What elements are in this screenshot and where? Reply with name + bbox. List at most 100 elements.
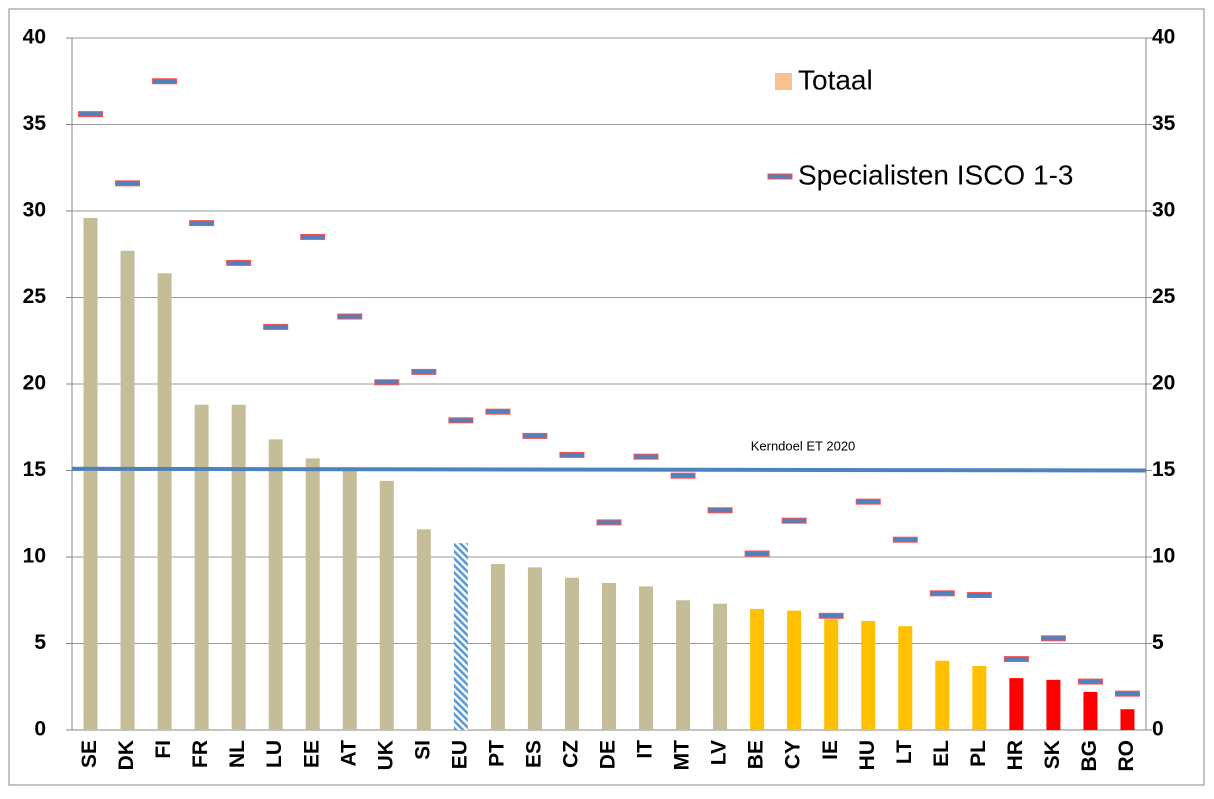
bar (157, 273, 172, 730)
x-tick-label: FI (152, 740, 175, 759)
marker (411, 368, 437, 375)
x-tick-label: DK (115, 740, 138, 770)
x-tick-label: IE (819, 740, 842, 760)
marker (670, 472, 696, 479)
y-tick-label: 10 (23, 545, 46, 568)
y2-tick-label: 35 (1152, 112, 1176, 135)
marker (818, 612, 844, 619)
bar (342, 470, 357, 730)
bar (1083, 691, 1098, 730)
bar (824, 619, 839, 730)
marker (300, 233, 326, 240)
marker (855, 498, 881, 505)
marker (78, 111, 104, 118)
marker (633, 453, 659, 460)
marker (263, 323, 289, 330)
bar (1009, 678, 1024, 730)
y-tick-label: 5 (34, 631, 46, 654)
marker (337, 313, 363, 320)
marker (781, 517, 807, 524)
bar (231, 404, 246, 730)
x-tick-label: PT (485, 740, 508, 767)
marker (189, 220, 215, 227)
bar (750, 608, 765, 730)
x-tick-label: EU (448, 740, 471, 769)
x-tick-label: HU (856, 740, 879, 770)
x-tick-label: BE (745, 740, 768, 769)
bar (194, 404, 209, 730)
reference-label: Kerndoel ET 2020 (751, 438, 856, 453)
x-tick-label: EL (930, 740, 953, 767)
y2-tick-label: 15 (1152, 458, 1176, 481)
y2-tick-label: 30 (1152, 199, 1175, 222)
marker (152, 78, 178, 85)
marker (522, 432, 548, 439)
y-tick-label: 35 (23, 112, 47, 135)
x-tick-label: EE (300, 740, 323, 768)
x-tick-label: PL (967, 740, 990, 767)
bar (676, 600, 691, 730)
bar (1120, 709, 1135, 730)
x-tick-label: CY (782, 740, 805, 769)
y2-tick-label: 40 (1152, 26, 1175, 49)
x-tick-label: FR (189, 740, 212, 768)
bar (935, 660, 950, 730)
y2-tick-label: 5 (1152, 631, 1164, 654)
bar (861, 621, 876, 730)
marker (966, 592, 992, 599)
bar (1046, 679, 1061, 730)
bar (379, 480, 394, 730)
y-tick-label: 30 (23, 199, 46, 222)
x-tick-label: NL (226, 740, 249, 768)
bar (416, 529, 431, 730)
x-tick-label: BG (1078, 740, 1101, 772)
x-tick-label: IT (634, 740, 657, 759)
x-tick-label: CZ (560, 740, 583, 768)
x-tick-label: SE (78, 740, 101, 768)
y-tick-label: 15 (23, 458, 47, 481)
bar (639, 586, 654, 730)
x-tick-label: UK (374, 740, 397, 770)
marker (374, 379, 400, 386)
marker (1077, 678, 1103, 685)
legend-marker (767, 173, 793, 180)
marker (485, 408, 511, 415)
y-tick-label: 20 (23, 372, 46, 395)
frame (8, 8, 1205, 786)
marker (707, 507, 733, 514)
y2-tick-label: 0 (1152, 718, 1164, 741)
marker (448, 417, 474, 424)
x-tick-label: HR (1004, 740, 1027, 770)
marker (744, 550, 770, 557)
marker (1040, 635, 1066, 642)
bar (120, 250, 135, 731)
marker (1114, 690, 1140, 697)
x-tick-label: RO (1115, 740, 1138, 772)
bar (305, 458, 320, 730)
reference-line (71, 466, 1147, 473)
bar (898, 626, 913, 730)
marker (596, 519, 622, 526)
bar (564, 577, 579, 730)
bar (972, 665, 987, 730)
x-tick-label: LT (893, 740, 916, 764)
y-tick-label: 0 (34, 718, 46, 741)
marker (115, 180, 141, 187)
bar (527, 567, 542, 730)
bar (602, 582, 616, 730)
bar (268, 439, 283, 730)
bar (453, 543, 468, 730)
legend-swatch (775, 73, 792, 90)
marker (892, 536, 918, 543)
legend-label: Specialisten ISCO 1-3 (798, 159, 1073, 190)
x-tick-label: SK (1041, 740, 1064, 769)
bar (83, 217, 98, 731)
marker (929, 590, 955, 597)
y2-tick-label: 20 (1152, 372, 1175, 395)
x-tick-label: DE (597, 740, 620, 769)
x-tick-label: ES (522, 740, 545, 768)
x-tick-label: SI (411, 740, 434, 760)
y-tick-label: 25 (23, 285, 47, 308)
bar (490, 563, 505, 730)
